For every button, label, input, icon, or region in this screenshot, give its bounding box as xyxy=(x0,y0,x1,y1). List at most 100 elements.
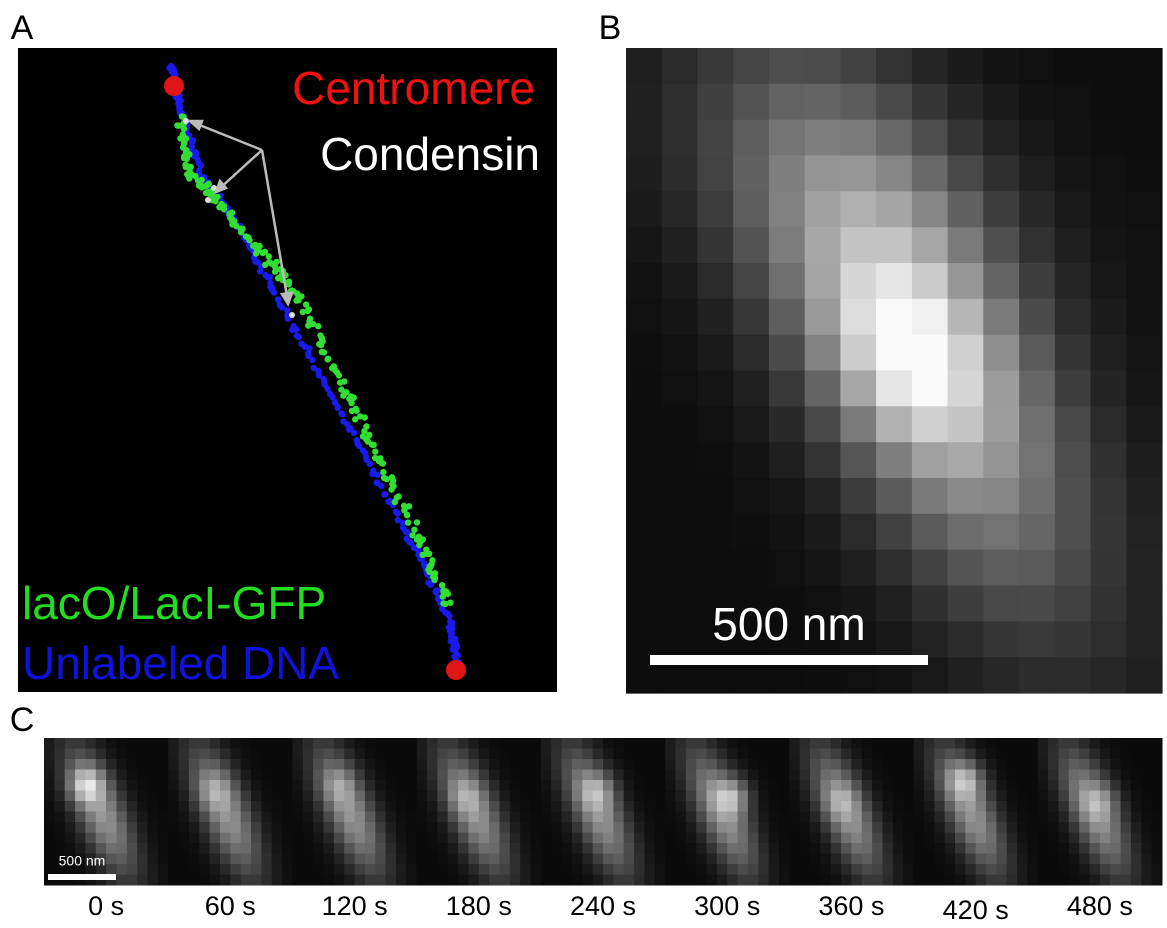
pixel xyxy=(416,738,428,749)
pixel xyxy=(634,780,645,791)
pixel xyxy=(804,334,841,372)
pixel xyxy=(799,801,811,812)
pixel xyxy=(996,769,1008,781)
pixel xyxy=(675,780,687,791)
pixel xyxy=(706,748,718,760)
time-label: 360 s xyxy=(818,891,884,921)
pixel xyxy=(841,843,852,854)
pixel xyxy=(727,801,739,812)
pixel xyxy=(261,853,273,865)
pixel xyxy=(851,864,863,875)
pixel xyxy=(582,769,594,781)
pixel xyxy=(44,790,55,802)
pixel xyxy=(437,759,449,770)
pixel xyxy=(240,864,252,875)
pixel xyxy=(851,801,863,812)
pixel xyxy=(44,864,55,875)
pixel xyxy=(903,748,915,760)
pixel xyxy=(1019,334,1056,372)
pixel xyxy=(1019,406,1056,443)
pixel xyxy=(468,769,480,781)
pixel xyxy=(520,738,532,749)
pixel xyxy=(876,83,913,121)
pixel xyxy=(458,853,469,865)
pixel xyxy=(876,585,913,622)
pixel xyxy=(592,769,604,781)
pixel xyxy=(947,83,984,121)
pixel xyxy=(157,769,169,781)
pixel xyxy=(178,780,190,791)
pixel xyxy=(882,843,894,854)
pixel xyxy=(499,864,511,875)
pixel xyxy=(768,370,806,407)
pixel xyxy=(592,801,604,812)
pixel xyxy=(1110,780,1122,791)
pixel xyxy=(209,801,221,812)
pixel xyxy=(1099,832,1111,844)
bead xyxy=(198,184,205,191)
pixel xyxy=(876,48,913,85)
pixel xyxy=(75,769,86,781)
pixel xyxy=(364,780,376,791)
pixel xyxy=(385,738,397,749)
pixel xyxy=(1006,759,1018,770)
pixel xyxy=(458,874,469,886)
pixel xyxy=(447,832,459,844)
pixel xyxy=(54,822,66,833)
pixel xyxy=(623,790,635,802)
pixel xyxy=(261,738,273,749)
pixel xyxy=(540,822,552,833)
pixel xyxy=(520,780,532,791)
pixel xyxy=(168,822,180,833)
pixel xyxy=(903,780,915,791)
pixel xyxy=(644,853,656,865)
pixel xyxy=(747,822,759,833)
pixel xyxy=(230,748,242,760)
pixel xyxy=(427,801,438,812)
pixel xyxy=(220,874,231,886)
pixel xyxy=(571,843,583,854)
bead xyxy=(270,289,278,296)
pixel xyxy=(623,843,635,854)
pixel xyxy=(851,843,863,854)
pixel xyxy=(416,769,428,781)
pixel xyxy=(955,738,966,749)
pixel xyxy=(737,874,749,886)
pixel xyxy=(747,864,759,875)
pixel xyxy=(799,843,811,854)
pixel xyxy=(975,780,987,791)
pixel xyxy=(406,748,418,760)
pixel xyxy=(157,843,169,854)
pixel xyxy=(911,227,949,264)
pixel xyxy=(911,442,949,479)
pixel xyxy=(661,513,698,551)
pixel xyxy=(820,738,832,749)
pixel xyxy=(396,832,407,844)
pixel xyxy=(830,769,842,781)
pixel xyxy=(592,748,604,760)
pixel xyxy=(661,263,698,300)
pixel xyxy=(1054,191,1092,228)
pixel xyxy=(923,790,935,802)
pixel xyxy=(727,769,739,781)
pixel xyxy=(872,864,883,875)
pixel xyxy=(323,822,335,833)
pixel xyxy=(892,822,904,833)
pixel xyxy=(1089,790,1101,802)
bead xyxy=(284,307,291,314)
pixel xyxy=(230,843,242,854)
pixel xyxy=(685,822,697,833)
pixel xyxy=(44,832,55,844)
pixel xyxy=(934,853,946,865)
bead xyxy=(427,581,434,588)
pixel xyxy=(178,759,190,770)
pixel xyxy=(178,822,190,833)
pixel xyxy=(696,769,708,781)
pixel xyxy=(447,843,459,854)
condensin-arrows xyxy=(186,119,294,307)
pixel xyxy=(271,822,283,833)
pixel xyxy=(582,811,594,823)
pixel xyxy=(716,822,728,833)
pixel xyxy=(903,738,915,749)
pixel xyxy=(261,822,273,833)
